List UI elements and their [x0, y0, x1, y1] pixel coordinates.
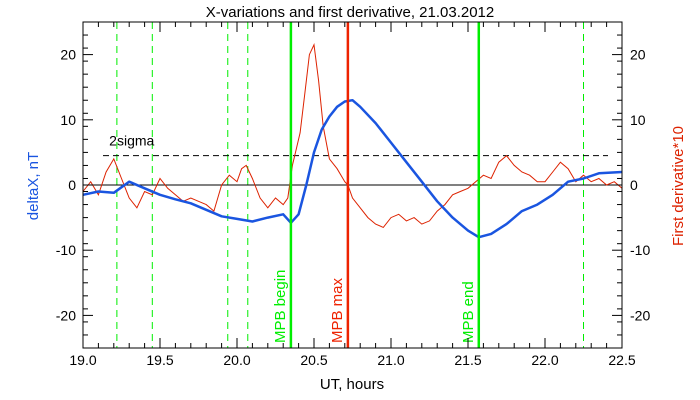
- x-tick-label: 21.5: [454, 352, 481, 368]
- y-tick-label-left: 10: [60, 112, 76, 128]
- chart-title: X-variations and first derivative, 21.03…: [206, 4, 495, 21]
- y-axis-label-right: First derivative*10: [670, 126, 687, 246]
- x-tick-label: 22.5: [608, 352, 635, 368]
- y-tick-label-left: -10: [56, 242, 76, 258]
- x-axis-label: UT, hours: [320, 376, 384, 393]
- plot-area: 2sigma MPB begin MPB max MPB end 19.0 19.5 20.…: [56, 21, 650, 368]
- x-tick-label: 20.0: [223, 352, 250, 368]
- y-tick-label-right: 20: [630, 47, 646, 63]
- x-tick-label: 20.5: [300, 352, 327, 368]
- x-tick-label: 21.0: [377, 352, 404, 368]
- y-tick-label-left: -20: [56, 307, 76, 323]
- y-tick-label-right: -10: [630, 242, 650, 258]
- derivative-series-line: [82, 43, 623, 229]
- x-tick-label: 22.0: [531, 352, 558, 368]
- y-tick-label-left: 20: [60, 47, 76, 63]
- y-tick-label-right: 10: [630, 112, 646, 128]
- marker-label: MPB end: [460, 281, 477, 343]
- x-tick-label: 19.0: [69, 352, 96, 368]
- marker-label: MPB begin: [272, 270, 289, 343]
- y-axis-label-left: deltaX, nT: [25, 152, 42, 220]
- y-tick-label-right: 0: [630, 177, 638, 193]
- x-tick-label: 19.5: [146, 352, 173, 368]
- deltax-series-line: [82, 98, 623, 239]
- threshold-label: 2sigma: [109, 133, 154, 149]
- y-tick-label-left: 0: [68, 177, 76, 193]
- y-tick-label-right: -20: [630, 307, 650, 323]
- marker-label: MPB max: [329, 277, 346, 343]
